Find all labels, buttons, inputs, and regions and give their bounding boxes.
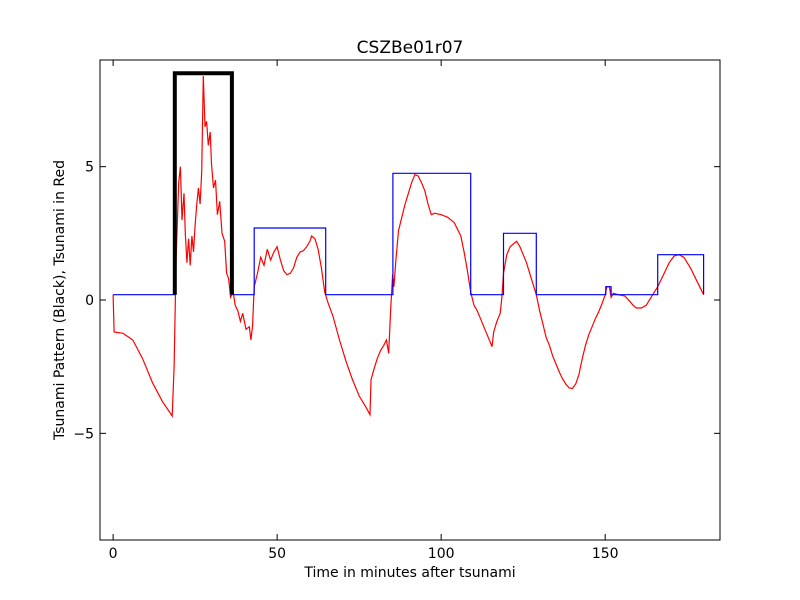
series-line-1	[112, 75, 705, 418]
y-axis-label: Tsunami Pattern (Black), Tsunami in Red	[52, 160, 68, 441]
x-tick-label: 50	[268, 546, 286, 562]
y-tick-label: −5	[73, 426, 94, 442]
series-line-3	[172, 71, 234, 295]
x-tick-label: 100	[428, 546, 455, 562]
x-tick-label: 0	[109, 546, 118, 562]
y-tick-label: 5	[85, 160, 94, 176]
tick-layer: 0 50 100 150 −5 0 5	[73, 60, 720, 562]
y-tick-label: 0	[85, 293, 94, 309]
chart-title: CSZBe01r07	[357, 38, 464, 58]
x-tick-label: 150	[592, 546, 619, 562]
series-layer	[112, 71, 705, 418]
x-axis-label: Time in minutes after tsunami	[303, 565, 515, 581]
